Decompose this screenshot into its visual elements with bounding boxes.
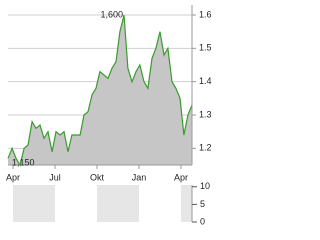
annotation: 1,150 (12, 157, 35, 167)
y-tick-label: 5 (200, 199, 205, 209)
x-tick-label: Apr (6, 172, 20, 182)
annotation: 1,600 (100, 9, 123, 19)
stock-chart: 1.2 1.3 1.4 1.5 1.6 Apr Jul Okt Jan Apr 1,600 1,150… (6, 5, 212, 226)
x-tick-label: Jul (49, 172, 61, 182)
y-tick-label: 10 (200, 181, 210, 191)
x-tick-label: Jan (132, 172, 147, 182)
band (96, 185, 139, 222)
y-tick-label: 1.4 (199, 76, 212, 86)
band (180, 185, 192, 222)
y-tick-label: 1.2 (199, 143, 212, 153)
y-tick-label: 1.3 (199, 109, 212, 119)
x-tick-label: Okt (90, 172, 105, 182)
band (13, 185, 56, 222)
line (7, 14, 193, 167)
y-tick-label: 1.5 (199, 43, 212, 53)
y-tick-label: 0 (200, 216, 205, 226)
x-tick-label: Apr (174, 172, 188, 182)
area (8, 15, 192, 165)
y-tick-label: 1.6 (199, 9, 212, 19)
